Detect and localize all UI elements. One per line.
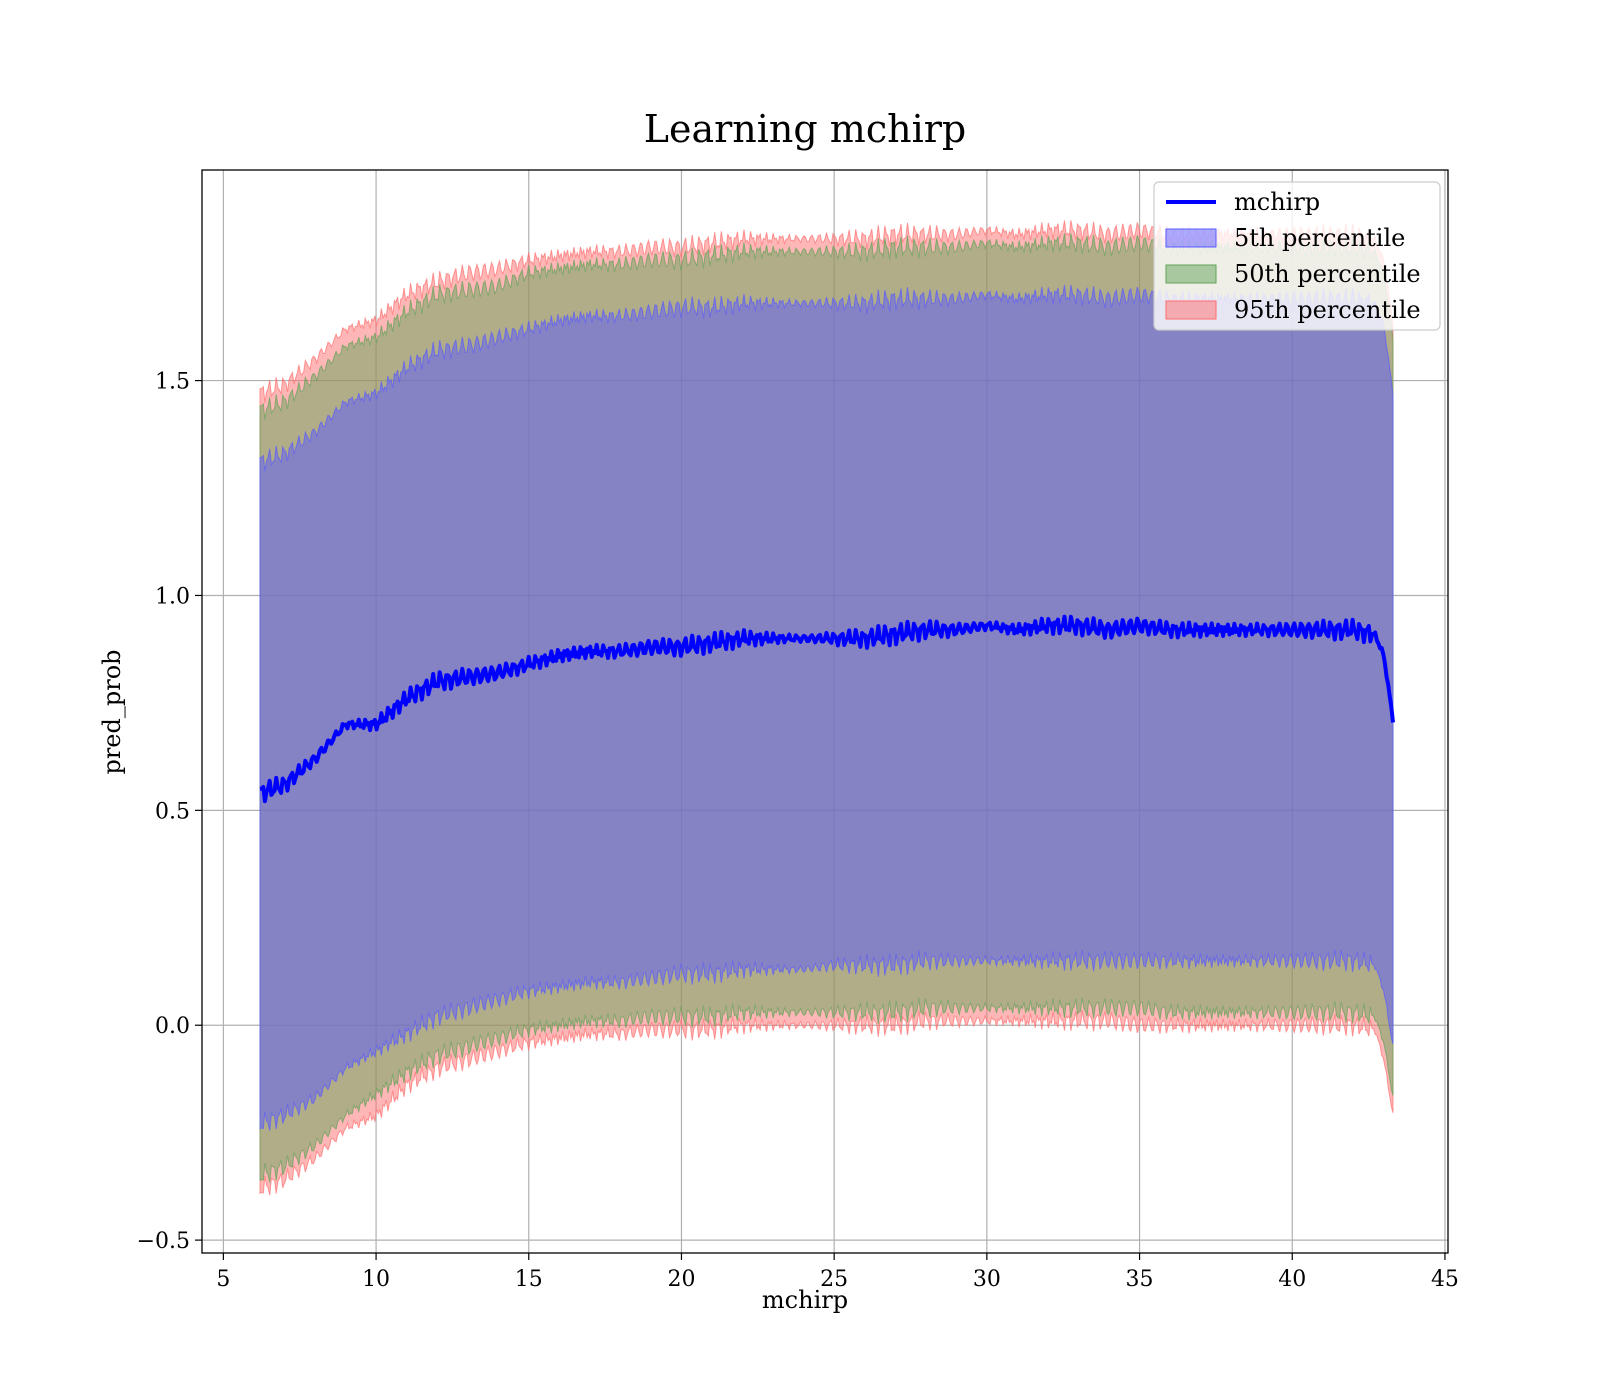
- legend-swatch-band: [1165, 300, 1217, 320]
- percentile-bands: [259, 220, 1394, 1196]
- legend: mchirp 5th percentile 50th percentile 95th …: [1153, 181, 1441, 331]
- legend-entry-label: 95th percentile: [1234, 296, 1421, 324]
- series-line-mchirp: [259, 614, 1395, 804]
- legend-entry-label: mchirp: [1234, 188, 1320, 216]
- x-tick-label: 40: [1278, 1267, 1306, 1292]
- y-tick-label: 1.0: [155, 584, 190, 609]
- x-tick-label: 15: [515, 1267, 543, 1292]
- legend-entry-label: 50th percentile: [1234, 260, 1421, 288]
- x-tick-label: 20: [667, 1267, 695, 1292]
- band-5th-percentile: [259, 284, 1394, 1131]
- y-tick-label: 0.0: [155, 1014, 190, 1039]
- y-tick-label: 1.5: [155, 370, 190, 395]
- x-axis-ticks: 5 10 15 20 25 30 35 40 45: [216, 1253, 1459, 1292]
- x-tick-label: 30: [973, 1267, 1001, 1292]
- x-tick-label: 45: [1431, 1267, 1459, 1292]
- x-axis-label: mchirp: [762, 1286, 848, 1314]
- y-tick-label: 0.5: [155, 799, 190, 824]
- x-tick-label: 10: [362, 1267, 390, 1292]
- legend-swatch-band: [1165, 228, 1217, 248]
- y-axis-ticks: −0.5 0.0 0.5 1.0 1.5: [137, 370, 202, 1254]
- legend-swatch-band: [1165, 264, 1217, 284]
- legend-box: [1153, 181, 1441, 331]
- y-tick-label: −0.5: [137, 1229, 190, 1254]
- x-tick-label: 5: [216, 1267, 230, 1292]
- legend-entry-label: 5th percentile: [1234, 224, 1405, 252]
- x-tick-label: 25: [820, 1267, 848, 1292]
- chart-title: Learning mchirp: [644, 107, 966, 151]
- x-tick-label: 35: [1126, 1267, 1154, 1292]
- y-axis-label: pred_prob: [98, 649, 126, 774]
- plot-frame: [201, 169, 1449, 1254]
